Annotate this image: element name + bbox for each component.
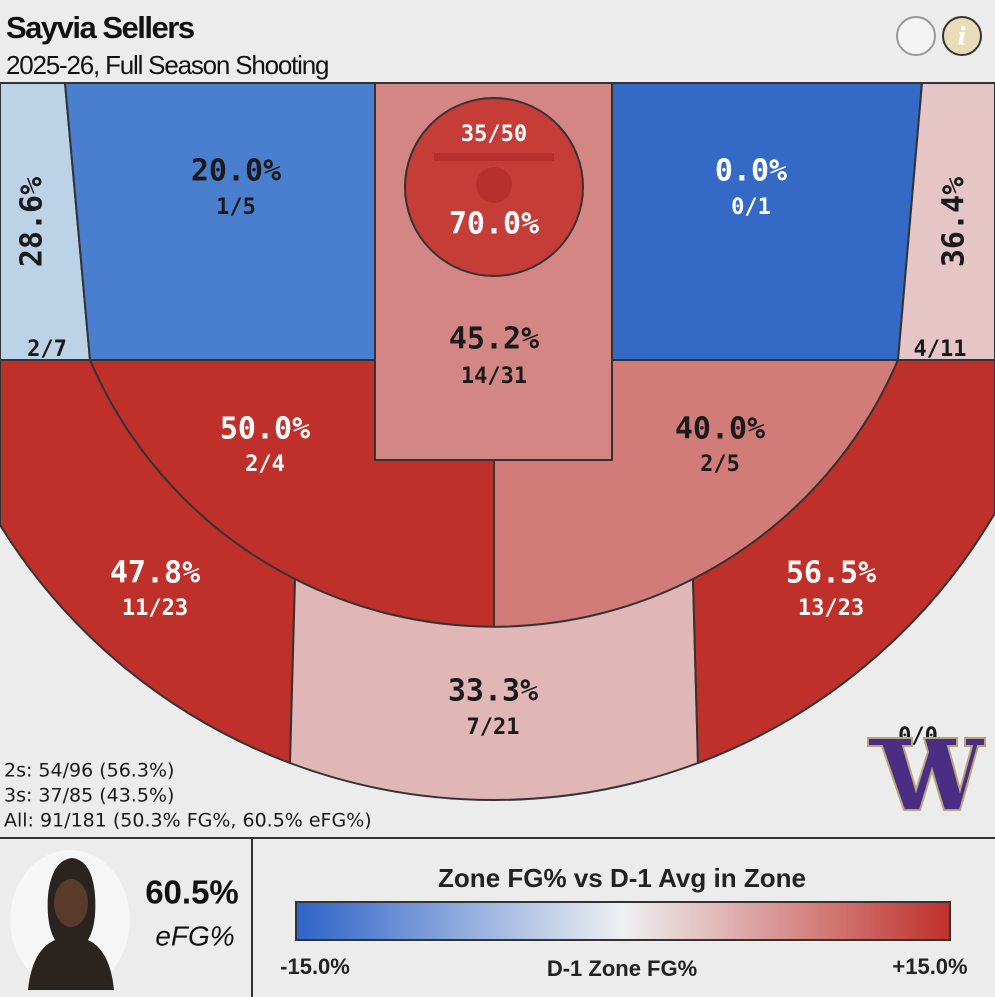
info-button[interactable]	[942, 16, 982, 56]
zone-labels: 28.6% 2/7 20.0% 1/5 45.2% 14/31 70.0% 35/50 0.0%…	[15, 122, 972, 740]
zone-pct: 36.4%	[937, 177, 972, 267]
zone-pct: 20.0%	[191, 154, 281, 189]
team-logo	[867, 737, 986, 811]
zone-pct: 45.2%	[449, 322, 539, 357]
zone-made: 7/21	[467, 715, 520, 740]
legend-axis: D-1 Zone FG%	[547, 956, 697, 981]
player-name: Sayvia Sellers	[6, 10, 194, 45]
zone-made: 14/31	[461, 364, 527, 389]
summary-all: All: 91/181 (50.3% FG%, 60.5% eFG%)	[4, 810, 372, 832]
subtitle: 2025-26, Full Season Shooting	[6, 50, 328, 80]
info-icon: i	[957, 22, 966, 51]
summary-2s: 2s: 54/96 (56.3%)	[4, 760, 174, 782]
efg-label: eFG%	[155, 920, 234, 951]
player-photo-face	[54, 879, 88, 927]
zone-made: 0/1	[731, 195, 771, 220]
legend-title: Zone FG% vs D-1 Avg in Zone	[438, 863, 806, 893]
efg-value: 60.5%	[145, 874, 239, 911]
zone-pct: 28.6%	[15, 177, 50, 267]
zone-made: 11/23	[122, 596, 188, 621]
zone-made: 4/11	[914, 337, 967, 362]
zone-pct: 33.3%	[448, 674, 538, 709]
zone	[64, 82, 376, 361]
court	[0, 82, 995, 801]
hoop	[476, 167, 512, 203]
zone-pct: 50.0%	[220, 412, 310, 447]
zone	[897, 82, 995, 361]
zone-made: 2/5	[700, 452, 740, 477]
toggle-button[interactable]	[896, 16, 936, 56]
backboard	[434, 153, 554, 161]
zone-made: 35/50	[461, 122, 527, 147]
zone-pct: 0.0%	[715, 154, 787, 189]
summary-3s: 3s: 37/85 (43.5%)	[4, 785, 174, 807]
zone-made: 1/5	[216, 195, 256, 220]
legend-gradient	[295, 901, 951, 941]
zone-made: 13/23	[798, 596, 864, 621]
legend-high: +15.0%	[892, 954, 967, 979]
zone-made: 2/7	[27, 337, 67, 362]
header	[0, 0, 995, 83]
zone	[611, 82, 923, 361]
zone-pct: 70.0%	[449, 207, 539, 242]
zone-pct: 47.8%	[110, 556, 200, 591]
zone-pct: 40.0%	[675, 412, 765, 447]
zone-made: 2/4	[245, 452, 285, 477]
legend-low: -15.0%	[280, 954, 350, 979]
zone-pct: 56.5%	[786, 556, 876, 591]
